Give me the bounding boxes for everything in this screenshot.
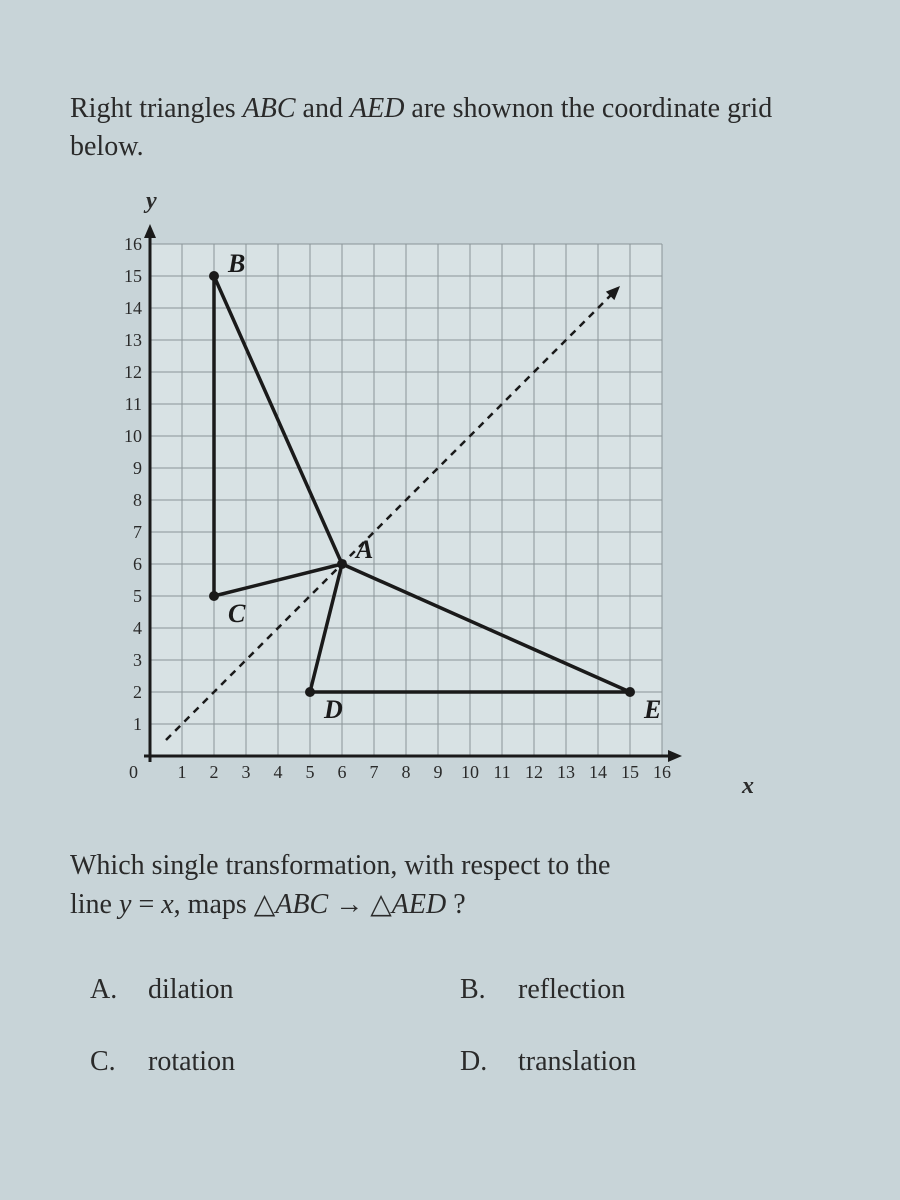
choice-letter: D. [460,1046,494,1078]
choice-b[interactable]: B. reflection [460,974,830,1006]
intro-mid: and [296,93,350,124]
choice-letter: A. [90,974,124,1006]
svg-text:12: 12 [124,362,142,382]
svg-text:16: 16 [653,762,671,782]
svg-text:0: 0 [129,762,138,782]
svg-text:7: 7 [133,522,142,542]
svg-text:1: 1 [178,762,187,782]
svg-text:5: 5 [306,762,315,782]
svg-text:8: 8 [402,762,411,782]
choice-c[interactable]: C. rotation [90,1046,460,1078]
svg-text:10: 10 [124,426,142,446]
svg-text:15: 15 [124,266,142,286]
svg-text:9: 9 [133,458,142,478]
choice-text: reflection [518,974,625,1006]
y-axis-label: y [146,188,157,215]
svg-text:10: 10 [461,762,479,782]
triangle-abc: ABC [243,93,296,124]
svg-text:11: 11 [493,762,510,782]
svg-text:2: 2 [210,762,219,782]
svg-text:1: 1 [133,714,142,734]
svg-text:14: 14 [124,298,142,318]
answer-choices: A. dilation B. reflection C. rotation D.… [70,974,830,1078]
svg-text:D: D [323,695,343,724]
svg-text:3: 3 [133,650,142,670]
choice-letter: B. [460,974,494,1006]
question-page: Right triangles ABC and AED are shownon … [0,0,900,1138]
svg-text:7: 7 [370,762,379,782]
svg-text:12: 12 [525,762,543,782]
svg-text:E: E [643,695,661,724]
question-line1: Which single transformation, with respec… [70,846,830,885]
choice-d[interactable]: D. translation [460,1046,830,1078]
choice-letter: C. [90,1046,124,1078]
svg-text:3: 3 [242,762,251,782]
intro-prefix: Right triangles [70,93,243,124]
x-axis-label: x [742,773,754,800]
svg-text:13: 13 [124,330,142,350]
svg-text:6: 6 [133,554,142,574]
triangle-aed: AED [350,93,404,124]
question-text: Which single transformation, with respec… [70,846,830,924]
svg-text:16: 16 [124,234,142,254]
svg-text:C: C [228,599,246,628]
coordinate-graph: y x 123456789101112131415161234567891011… [100,196,720,806]
choice-a[interactable]: A. dilation [90,974,460,1006]
intro-text: Right triangles ABC and AED are shownon … [70,90,830,166]
svg-text:6: 6 [338,762,347,782]
svg-text:2: 2 [133,682,142,702]
svg-text:5: 5 [133,586,142,606]
svg-text:8: 8 [133,490,142,510]
svg-text:15: 15 [621,762,639,782]
svg-text:4: 4 [274,762,283,782]
choice-text: rotation [148,1046,235,1078]
svg-text:11: 11 [125,394,142,414]
svg-text:9: 9 [434,762,443,782]
svg-text:A: A [354,535,373,564]
question-line2: line y = x, maps △ABC → △AED ? [70,885,830,924]
svg-text:B: B [227,249,245,278]
choice-text: dilation [148,974,234,1006]
graph-svg: 1234567891011121314151612345678910111213… [100,196,740,806]
svg-text:4: 4 [133,618,142,638]
svg-text:14: 14 [589,762,607,782]
svg-text:13: 13 [557,762,575,782]
choice-text: translation [518,1046,636,1078]
